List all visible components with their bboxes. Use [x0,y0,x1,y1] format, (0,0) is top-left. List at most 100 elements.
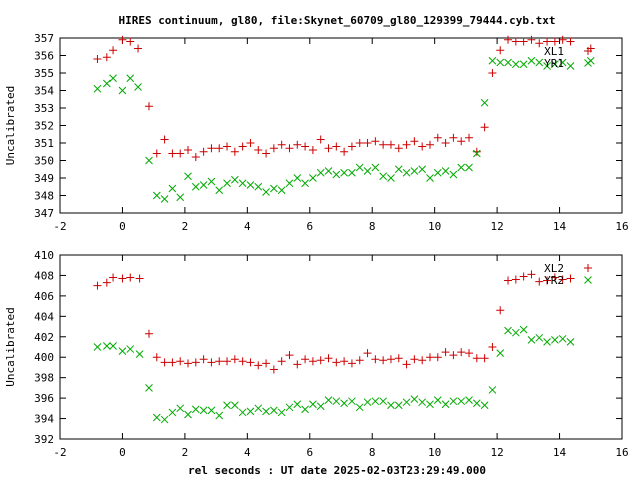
data-point [184,172,192,181]
data-point [504,58,512,67]
data-point [293,400,302,409]
data-point [254,361,263,370]
data-point [191,405,200,414]
data-point [363,349,372,358]
data-point [386,140,395,149]
data-point [418,398,427,407]
data-point [543,62,551,70]
data-point [550,37,559,46]
y-tick-label: 404 [34,310,54,323]
x-tick-label: 10 [428,446,441,459]
data-point [223,179,231,188]
data-point [363,139,372,147]
data-point [535,333,544,342]
x-tick-label: 10 [428,220,441,233]
data-point [293,140,302,149]
data-point [199,147,208,156]
data-point [246,407,255,416]
upper-series-yr1 [93,56,595,203]
plot-area-border [59,254,623,440]
data-point [285,144,294,153]
legend-marker-plus [584,264,592,272]
data-point [246,181,255,189]
y-tick-label: 351 [34,137,54,150]
data-point [410,137,419,146]
data-point [449,133,458,142]
data-point [457,348,466,357]
data-point [379,140,388,149]
data-point [215,186,224,195]
data-point [207,177,216,186]
data-point [270,406,278,415]
data-point [152,191,161,200]
data-point [285,403,294,412]
data-point [176,357,185,366]
data-point [472,354,481,363]
data-point [160,415,169,424]
data-point [480,354,489,363]
lower-series-yr2 [93,325,575,424]
data-point [269,144,278,153]
data-point [543,37,552,46]
data-point [160,358,169,367]
data-point [551,335,559,344]
data-point [566,338,575,346]
x-tick-label: 6 [306,220,313,233]
data-point [457,163,466,172]
x-tick-label: 6 [306,446,313,459]
data-point [316,402,325,411]
x-tick-label: 4 [244,220,251,233]
data-point [386,355,395,364]
data-point [152,413,161,422]
data-point [363,167,372,175]
data-point [301,355,310,364]
legend-label-yr1: YR1 [544,57,564,70]
data-point [160,135,169,144]
y-tick-label: 352 [34,120,54,133]
chart-title: HIRES continuum, gl80, file:Skynet_60709… [118,14,555,27]
data-point [102,53,111,62]
x-tick-label: 16 [615,220,628,233]
data-point [519,60,528,69]
data-point [394,144,403,153]
data-point [472,147,481,156]
upper-x-ticks: -2 0 2 4 6 8 10 12 14 16 [53,38,629,233]
x-tick-label: 4 [244,446,251,459]
y-tick-label: 357 [34,32,54,45]
data-point [527,335,536,344]
data-point [160,195,169,203]
data-point [340,399,348,408]
data-point [355,163,364,172]
data-point [277,186,286,195]
data-point [394,401,403,410]
data-point [433,396,442,405]
data-point [425,140,434,149]
data-point [309,174,317,182]
data-point [465,133,474,142]
data-point [566,37,575,46]
data-point [168,149,177,158]
data-point [118,274,127,283]
data-point [102,342,111,350]
data-point [230,175,239,184]
data-point [230,401,239,410]
data-point [488,69,497,77]
data-point [215,411,224,420]
data-point [332,358,341,367]
data-point [135,274,144,283]
data-point [449,170,458,179]
x-tick-label: -2 [53,446,66,459]
data-point [441,400,450,409]
y-tick-label: 410 [34,249,54,262]
y-tick-label: 392 [34,433,54,446]
data-point [309,400,317,409]
data-point [527,270,536,279]
data-point [558,334,567,343]
data-point [496,46,505,55]
data-point [207,358,216,367]
data-point [168,184,177,193]
data-point [293,360,302,369]
data-point [340,168,348,177]
legend-marker-cross [584,276,592,284]
data-point [254,182,263,191]
